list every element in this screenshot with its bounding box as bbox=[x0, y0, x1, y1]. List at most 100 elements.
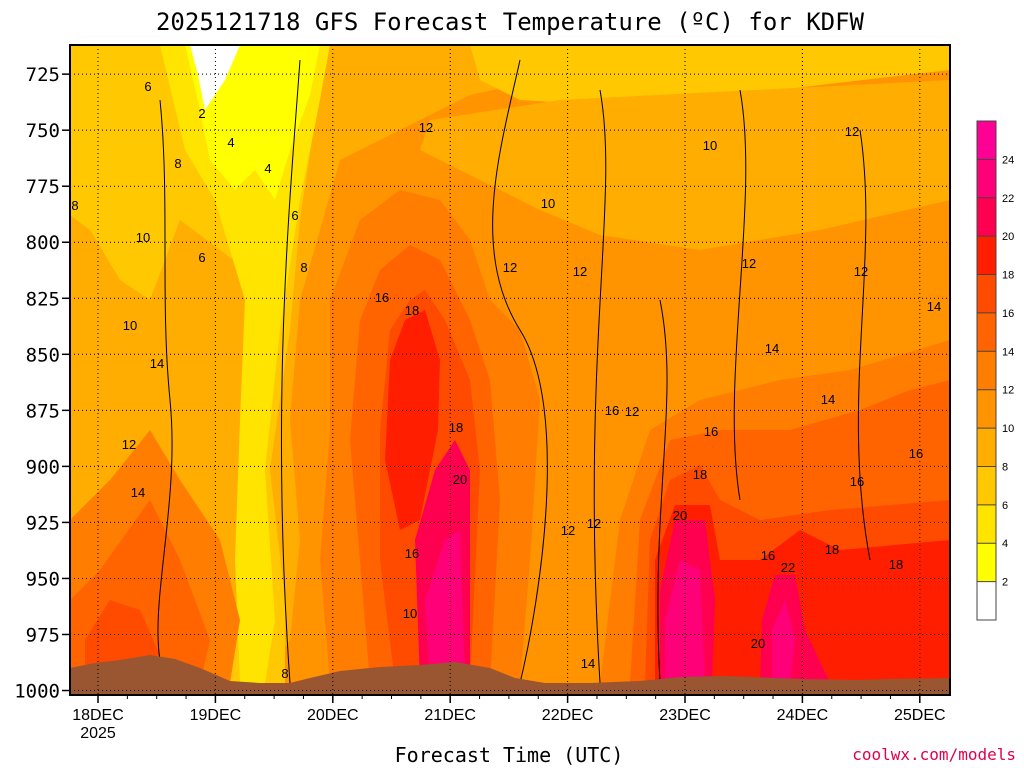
terrain-surface bbox=[70, 655, 950, 695]
contour-label: 20 bbox=[751, 636, 765, 651]
y-tick-label: 975 bbox=[26, 624, 60, 646]
colorbar-label: 4 bbox=[1002, 538, 1008, 550]
y-tick-label: 925 bbox=[26, 512, 60, 534]
colorbar-swatch bbox=[977, 581, 996, 620]
gridlines bbox=[70, 45, 950, 695]
y-tick-label: 900 bbox=[26, 456, 60, 478]
colorbar-label: 12 bbox=[1002, 385, 1014, 397]
contour-label: 6 bbox=[291, 208, 298, 223]
colorbar-swatch bbox=[977, 236, 996, 275]
contour-label: 12 bbox=[625, 404, 639, 419]
contour-label: 14 bbox=[150, 356, 164, 371]
fill-region-10 bbox=[385, 310, 440, 530]
contour-label: 12 bbox=[573, 264, 587, 279]
y-tick-label: 825 bbox=[26, 288, 60, 310]
colorbar-swatch bbox=[977, 389, 996, 429]
contour-line-6 bbox=[857, 129, 871, 561]
y-tick-label: 1000 bbox=[14, 681, 60, 703]
contour-label: 14 bbox=[131, 485, 145, 500]
contour-label: 8 bbox=[71, 198, 78, 213]
contour-labels: 2 4 4 6 6 6 8 8 8 8 10 10 10 10 10 12 12 12 12 12 12 12 12 12 12… bbox=[71, 79, 941, 681]
contour-label: 16 bbox=[704, 424, 718, 439]
contour-label: 2 bbox=[198, 106, 205, 121]
contour-label: 16 bbox=[605, 403, 619, 418]
y-tick-label: 875 bbox=[26, 400, 60, 422]
contour-label: 8 bbox=[300, 260, 307, 275]
contour-line-0 bbox=[157, 99, 173, 661]
contour-label: 14 bbox=[581, 656, 595, 671]
contour-label: 16 bbox=[375, 290, 389, 305]
fill-region-23 bbox=[772, 600, 795, 683]
x-tick-label: 20DEC bbox=[307, 707, 359, 724]
x-tick-label: 25DEC bbox=[894, 707, 946, 724]
x-tick-label: 19DEC bbox=[190, 707, 242, 724]
contour-label: 8 bbox=[281, 666, 288, 681]
contour-label: 10 bbox=[403, 606, 417, 621]
y-axis: 725 750 775 800 825 850 875 900 925 950 975 1000 bbox=[14, 64, 70, 703]
contour-line-4 bbox=[657, 299, 668, 684]
y-tick-label: 800 bbox=[26, 232, 60, 254]
contour-label: 12 bbox=[122, 437, 136, 452]
contour-line-5 bbox=[733, 89, 747, 501]
colorbar-swatch bbox=[977, 543, 996, 582]
contour-label: 6 bbox=[144, 79, 151, 94]
contour-label: 18 bbox=[449, 420, 463, 435]
temperature-fill bbox=[70, 45, 950, 695]
colorbar-swatch bbox=[977, 466, 996, 505]
contour-label: 10 bbox=[703, 138, 717, 153]
x-tick-label: 21DEC bbox=[424, 707, 476, 724]
colorbar-label: 24 bbox=[1002, 154, 1014, 166]
y-tick-label: 950 bbox=[26, 568, 60, 590]
colorbar-label: 18 bbox=[1002, 270, 1014, 282]
contour-label: 16 bbox=[405, 546, 419, 561]
contour-label: 18 bbox=[693, 467, 707, 482]
contour-label: 6 bbox=[198, 250, 205, 265]
y-tick-label: 725 bbox=[26, 64, 60, 86]
colorbar-label: 10 bbox=[1002, 423, 1014, 435]
contour-label: 18 bbox=[405, 303, 419, 318]
contour-label: 14 bbox=[821, 392, 835, 407]
colorbar-label: 14 bbox=[1002, 346, 1014, 358]
contour-label: 12 bbox=[742, 256, 756, 271]
contour-label: 4 bbox=[264, 161, 271, 176]
x-axis-label: Forecast Time (UTC) bbox=[395, 743, 624, 767]
contour-label: 22 bbox=[781, 560, 795, 575]
fill-region-12 bbox=[425, 530, 465, 683]
colorbar-label: 8 bbox=[1002, 461, 1008, 473]
y-tick-label: 850 bbox=[26, 344, 60, 366]
contour-label: 12 bbox=[419, 120, 433, 135]
colorbar-frame bbox=[976, 120, 997, 621]
colorbar-swatch bbox=[977, 197, 996, 237]
contour-label: 20 bbox=[673, 508, 687, 523]
contour-label: 10 bbox=[123, 318, 137, 333]
contour-label: 8 bbox=[174, 156, 181, 171]
contour-line-2 bbox=[492, 59, 548, 684]
colorbar-swatch bbox=[977, 274, 996, 313]
contour-label: 12 bbox=[845, 124, 859, 139]
contour-label: 18 bbox=[889, 557, 903, 572]
y-tick-label: 775 bbox=[26, 176, 60, 198]
contour-line-3 bbox=[593, 89, 607, 684]
x-tick-label: 23DEC bbox=[659, 707, 711, 724]
contour-line-1 bbox=[280, 59, 301, 684]
contour-label: 14 bbox=[927, 299, 941, 314]
colorbar-label: 22 bbox=[1002, 193, 1014, 205]
contour-label: 12 bbox=[561, 523, 575, 538]
colorbar-swatch bbox=[977, 121, 996, 160]
contour-label: 18 bbox=[825, 542, 839, 557]
x-year-label: 2025 bbox=[80, 725, 116, 742]
colorbar-swatch bbox=[977, 428, 996, 467]
x-tick-label: 22DEC bbox=[542, 707, 594, 724]
contour-label: 12 bbox=[854, 264, 868, 279]
credit-text[interactable]: coolwx.com/models bbox=[852, 745, 1016, 764]
chart-title: 2025121718 GFS Forecast Temperature (ºC)… bbox=[156, 8, 865, 36]
contour-label: 16 bbox=[909, 446, 923, 461]
plot-area: 2 4 4 6 6 6 8 8 8 8 10 10 10 10 10 12 12 12 12 12 12 12 12 12 12… bbox=[69, 44, 951, 696]
contour-label: 16 bbox=[761, 548, 775, 563]
contour-label: 10 bbox=[136, 230, 150, 245]
colorbar-swatch bbox=[977, 159, 996, 198]
contour-label: 20 bbox=[453, 472, 467, 487]
contour-label: 14 bbox=[765, 341, 779, 356]
